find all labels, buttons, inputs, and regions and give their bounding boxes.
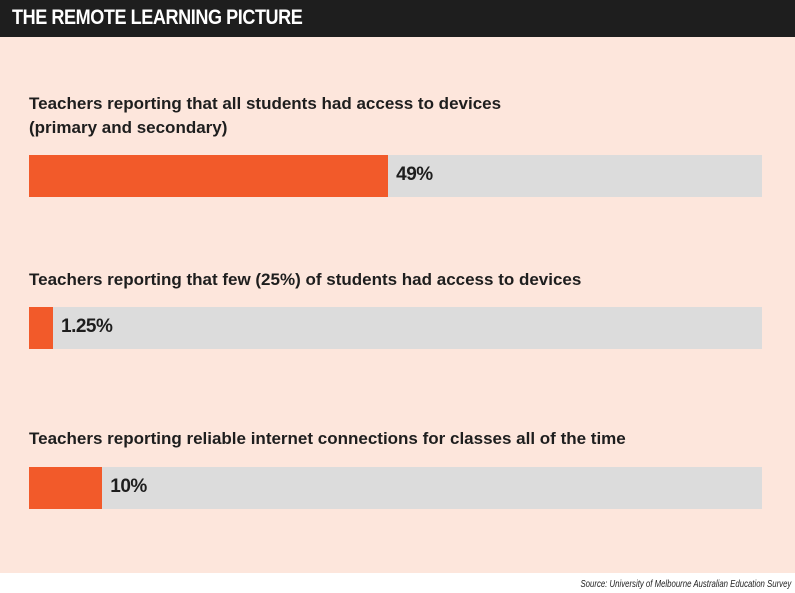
bar-track-devices-all: 49% xyxy=(29,155,762,197)
metric-label-devices-few: Teachers reporting that few (25%) of stu… xyxy=(29,270,582,289)
source-note: Source: University of Melbourne Australi… xyxy=(580,579,791,590)
bar-fill-devices-all xyxy=(29,155,389,197)
bar-fill-internet-reliable xyxy=(29,467,103,509)
chart-header: THE REMOTE LEARNING PICTURE xyxy=(0,0,795,37)
metric-label-devices-all: Teachers reporting that all students had… xyxy=(29,94,502,137)
metric-label-internet-reliable: Teachers reporting reliable internet con… xyxy=(29,429,626,448)
value-label-devices-all: 49% xyxy=(396,164,433,185)
bar-track-internet-reliable: 10% xyxy=(29,467,762,509)
value-label-devices-few: 1.25% xyxy=(61,316,113,337)
value-label-internet-reliable: 10% xyxy=(110,476,147,497)
chart-title: THE REMOTE LEARNING PICTURE xyxy=(12,6,303,29)
bar-track-devices-few: 1.25% xyxy=(29,307,762,349)
bar-fill-devices-few xyxy=(29,307,53,349)
